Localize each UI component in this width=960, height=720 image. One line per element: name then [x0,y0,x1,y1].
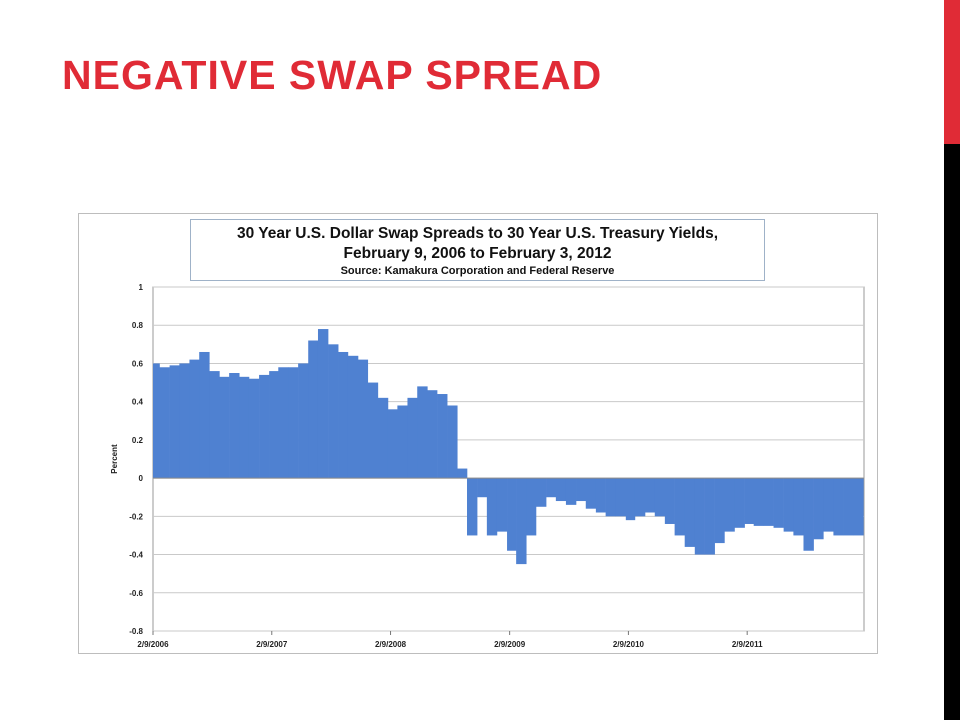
bar [853,478,864,536]
bar [753,478,765,526]
chart-subtitle: February 9, 2006 to February 3, 2012 [343,245,612,262]
x-tick-label: 2/9/2010 [613,640,645,649]
bar [793,478,804,536]
accent-bar-red [944,0,960,144]
bar [269,371,279,479]
bar [328,344,339,479]
bar [447,405,458,479]
bar [477,478,488,498]
bar [159,367,170,479]
y-tick-label: 0.8 [132,321,144,330]
bar [714,478,725,544]
chart-source: Source: Kamakura Corporation and Federal… [340,265,615,277]
bar [546,478,557,498]
bar [153,363,160,479]
x-tick-label: 2/9/2006 [137,640,169,649]
bar [437,394,448,479]
bar [338,351,349,479]
bar [358,359,369,479]
bar [288,367,299,479]
bar [467,478,478,536]
bar [625,478,636,521]
bar [605,478,617,517]
bar [189,359,200,479]
y-tick-label: -0.6 [129,589,143,598]
bar [833,478,844,536]
bar [298,363,309,479]
bar [317,329,329,479]
bar [219,376,230,479]
slide-title: NEGATIVE SWAP SPREAD [62,52,603,98]
bar [507,478,517,551]
bar [496,478,508,532]
bar [803,478,814,551]
y-tick-label: -0.8 [129,627,143,636]
bar [387,409,398,479]
bar [595,478,606,513]
y-tick-label: 0 [139,474,144,483]
bar [576,478,587,502]
bar [308,340,319,479]
bar [823,478,834,532]
x-tick-label: 2/9/2008 [375,640,407,649]
bar [763,478,774,526]
bar [397,405,408,479]
chart-title: 30 Year U.S. Dollar Swap Spreads to 30 Y… [236,225,719,242]
axis-ticks: 1 0.8 0.6 0.4 0.2 0 -0.2 -0.4 -0.6 -0.8 2/9/2006 2/… [129,283,864,649]
bar [585,478,597,509]
y-tick-label: 1 [139,283,144,292]
bar [248,378,260,479]
bar [734,478,745,528]
bar [239,376,250,479]
bar [486,478,498,536]
bar [259,374,270,479]
x-tick-label: 2/9/2011 [732,640,763,649]
bar [377,397,389,479]
bar [565,478,577,505]
bar [516,478,527,565]
bar [417,386,428,479]
bar [407,397,418,479]
bar [209,371,220,479]
bar [724,478,735,532]
bar [664,478,675,524]
chart-title-box: 30 Year U.S. Dollar Swap Spreads to 30 Y… [190,219,765,281]
bar [555,478,567,502]
bar [674,478,686,536]
bar [843,478,854,536]
bar [526,478,537,536]
bar [654,478,666,517]
bar [615,478,627,517]
bar [169,365,180,479]
x-tick-label: 2/9/2007 [256,640,288,649]
bar-series [153,329,864,565]
bar [367,382,379,479]
bar [704,478,715,555]
y-tick-label: 0.6 [132,359,144,368]
bar [199,351,210,479]
bar [684,478,696,547]
bar [645,478,656,513]
bar [694,478,705,555]
y-tick-label: 0.2 [132,436,144,445]
bar [179,363,190,479]
y-tick-label: -0.4 [129,551,143,560]
bar [773,478,784,528]
accent-bar-black [944,144,960,720]
bar [427,390,438,479]
bar [229,373,240,479]
x-tick-label: 2/9/2009 [494,640,526,649]
bar [457,468,468,479]
bar [347,355,359,479]
bar [744,478,754,524]
bar [634,478,646,517]
y-tick-label: -0.2 [129,512,143,521]
bar [536,478,547,507]
bar [278,367,289,479]
bar [783,478,794,532]
y-tick-label: 0.4 [132,398,144,407]
y-axis-label: Percent [110,444,119,474]
bar [813,478,824,540]
